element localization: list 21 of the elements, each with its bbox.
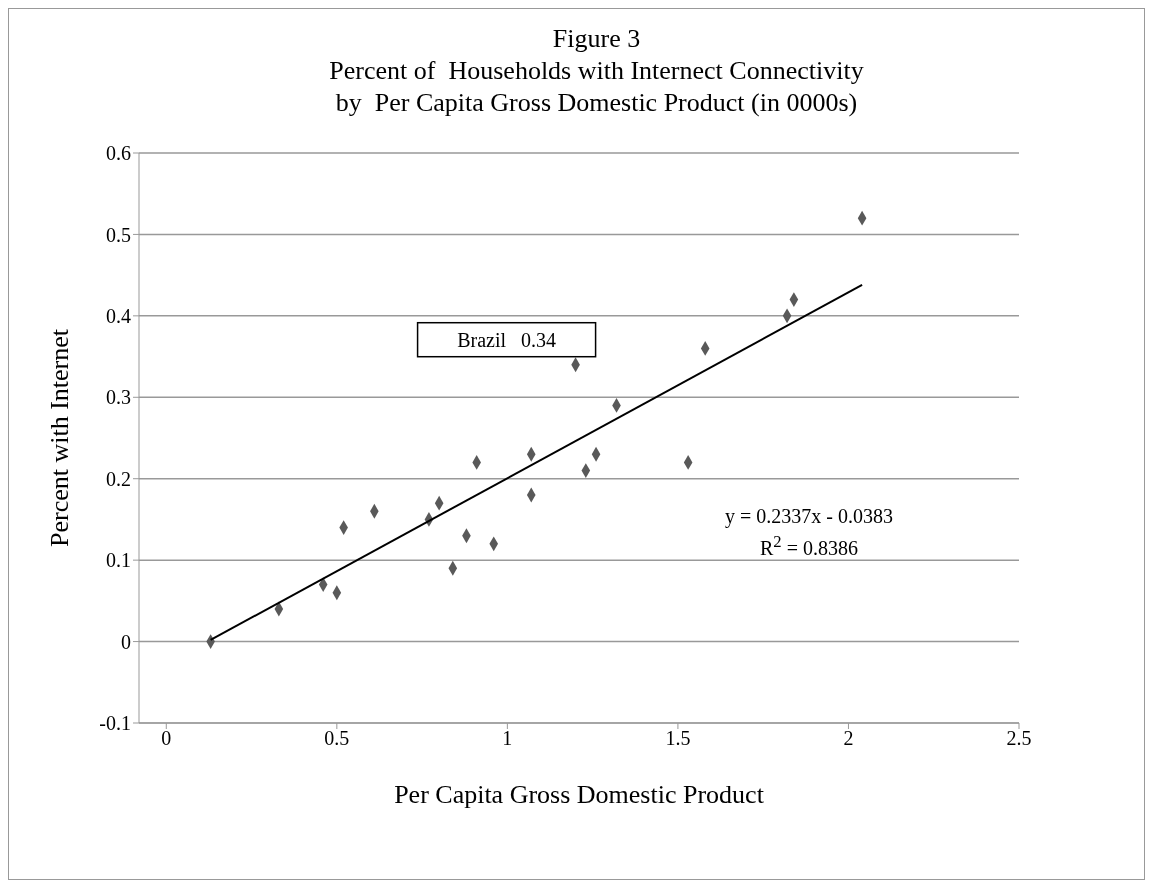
y-tick-label: 0.3 [106,386,131,409]
y-tick-label: 0.2 [106,467,131,490]
x-tick-label: 1.5 [665,727,691,750]
x-tick-label: 2.5 [1006,727,1032,750]
y-tick-label: -0.1 [99,712,131,735]
y-tick-label: 0.5 [106,223,131,246]
x-tick-label: 0.5 [324,727,350,750]
x-tick-label: 1 [502,727,513,750]
chart-subtitle: Percent of Households with Internect Connectivity by Per Capita Gross Domestic Product (in 0000s) [328,55,865,119]
y-tick-label: 0.4 [106,304,131,327]
x-tick-label: 0 [161,727,172,750]
y-tick-label: 0 [121,630,131,653]
annotation: Brazil 0.34 [457,328,557,351]
y-tick-label: 0.1 [106,549,131,572]
x-axis-title: Per Capita Gross Domestic Product [394,780,765,809]
annotation: y = 0.2337x - 0.0383 [724,504,894,529]
chart-title: Figure 3 [551,23,642,55]
x-tick-label: 2 [843,727,854,750]
annotation: R$^{2}$ = 0.8386 [759,531,859,561]
y-axis-title: Percent with Internet [45,328,75,548]
y-tick-label: 0.6 [106,142,131,165]
